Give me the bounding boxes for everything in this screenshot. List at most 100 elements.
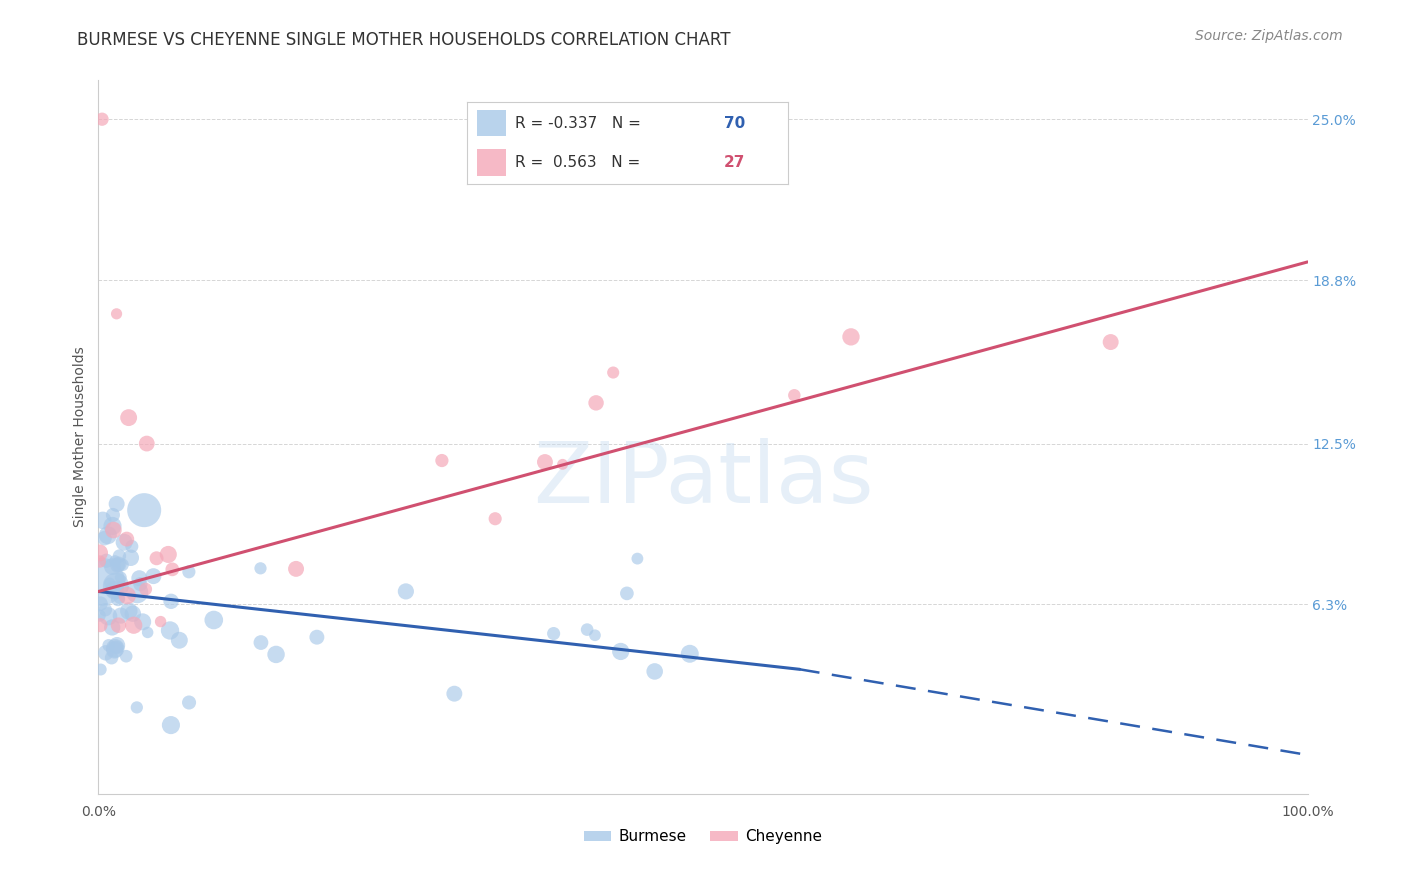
Point	[285, 562, 308, 576]
Point	[108, 549, 131, 563]
Point	[94, 603, 117, 617]
Point	[839, 330, 862, 344]
Point	[1099, 334, 1122, 349]
Point	[108, 558, 131, 572]
Point	[91, 112, 114, 127]
Point	[609, 644, 631, 658]
Point	[97, 638, 120, 652]
Point	[125, 700, 148, 714]
Point	[169, 633, 191, 648]
Point	[110, 570, 132, 584]
Point	[783, 388, 806, 402]
Point	[430, 453, 453, 467]
Point	[134, 503, 156, 517]
Point	[576, 623, 599, 637]
Point	[135, 582, 157, 596]
Point	[108, 591, 131, 606]
Point	[250, 635, 273, 649]
Point	[105, 497, 128, 511]
Point	[585, 396, 607, 410]
Point	[127, 585, 149, 599]
Point	[679, 647, 702, 661]
Y-axis label: Single Mother Households: Single Mother Households	[73, 347, 87, 527]
Point	[104, 643, 127, 657]
Point	[160, 718, 183, 732]
Point	[89, 546, 111, 560]
Point	[89, 608, 111, 623]
Point	[177, 565, 200, 579]
Point	[112, 535, 135, 549]
Text: BURMESE VS CHEYENNE SINGLE MOTHER HOUSEHOLDS CORRELATION CHART: BURMESE VS CHEYENNE SINGLE MOTHER HOUSEH…	[77, 31, 731, 49]
Point	[89, 618, 111, 632]
Point	[583, 628, 606, 642]
Point	[626, 551, 648, 566]
Point	[202, 613, 225, 627]
Point	[107, 618, 129, 632]
Point	[159, 624, 181, 638]
Point	[105, 638, 128, 652]
Point	[142, 569, 165, 583]
Point	[145, 551, 167, 566]
Point	[118, 410, 141, 425]
Point	[602, 366, 624, 380]
Point	[107, 558, 129, 573]
Point	[105, 640, 128, 655]
Point	[128, 571, 150, 585]
Point	[264, 648, 287, 662]
Point	[107, 592, 129, 607]
Point	[115, 649, 138, 664]
Point	[89, 554, 111, 568]
Point	[104, 554, 127, 568]
Point	[97, 609, 120, 624]
Point	[249, 561, 271, 575]
Point	[305, 630, 328, 644]
Point	[120, 550, 142, 565]
Point	[115, 532, 138, 546]
Point	[90, 574, 112, 589]
Point	[94, 646, 117, 660]
Point	[97, 528, 120, 542]
Point	[157, 548, 180, 562]
Point	[118, 604, 141, 618]
Point	[136, 625, 159, 640]
Point	[122, 618, 145, 632]
Point	[162, 562, 184, 576]
Point	[93, 531, 115, 545]
Text: Source: ZipAtlas.com: Source: ZipAtlas.com	[1195, 29, 1343, 43]
Text: ZIPatlas: ZIPatlas	[533, 438, 873, 522]
Point	[101, 519, 124, 533]
Point	[96, 554, 118, 568]
Point	[91, 513, 114, 527]
Point	[484, 512, 506, 526]
Point	[395, 584, 418, 599]
Point	[89, 597, 111, 611]
Point	[121, 607, 143, 621]
Point	[105, 307, 128, 321]
Point	[149, 615, 172, 629]
Point	[644, 665, 666, 679]
Point	[98, 576, 121, 591]
Point	[616, 586, 638, 600]
Point	[90, 663, 112, 677]
Point	[111, 580, 134, 594]
Point	[135, 436, 157, 450]
Point	[103, 523, 125, 537]
Point	[131, 615, 153, 629]
Point	[110, 608, 132, 623]
Point	[104, 641, 127, 656]
Point	[177, 696, 200, 710]
Point	[129, 577, 152, 591]
Point	[101, 508, 124, 522]
Point	[160, 594, 183, 608]
Point	[121, 540, 143, 554]
Point	[117, 589, 139, 603]
Point	[543, 626, 565, 640]
Point	[104, 578, 127, 592]
Point	[100, 650, 122, 665]
Point	[101, 559, 124, 574]
Point	[551, 458, 574, 472]
Legend: Burmese, Cheyenne: Burmese, Cheyenne	[578, 823, 828, 850]
Point	[103, 583, 125, 598]
Point	[101, 620, 124, 634]
Point	[534, 455, 557, 469]
